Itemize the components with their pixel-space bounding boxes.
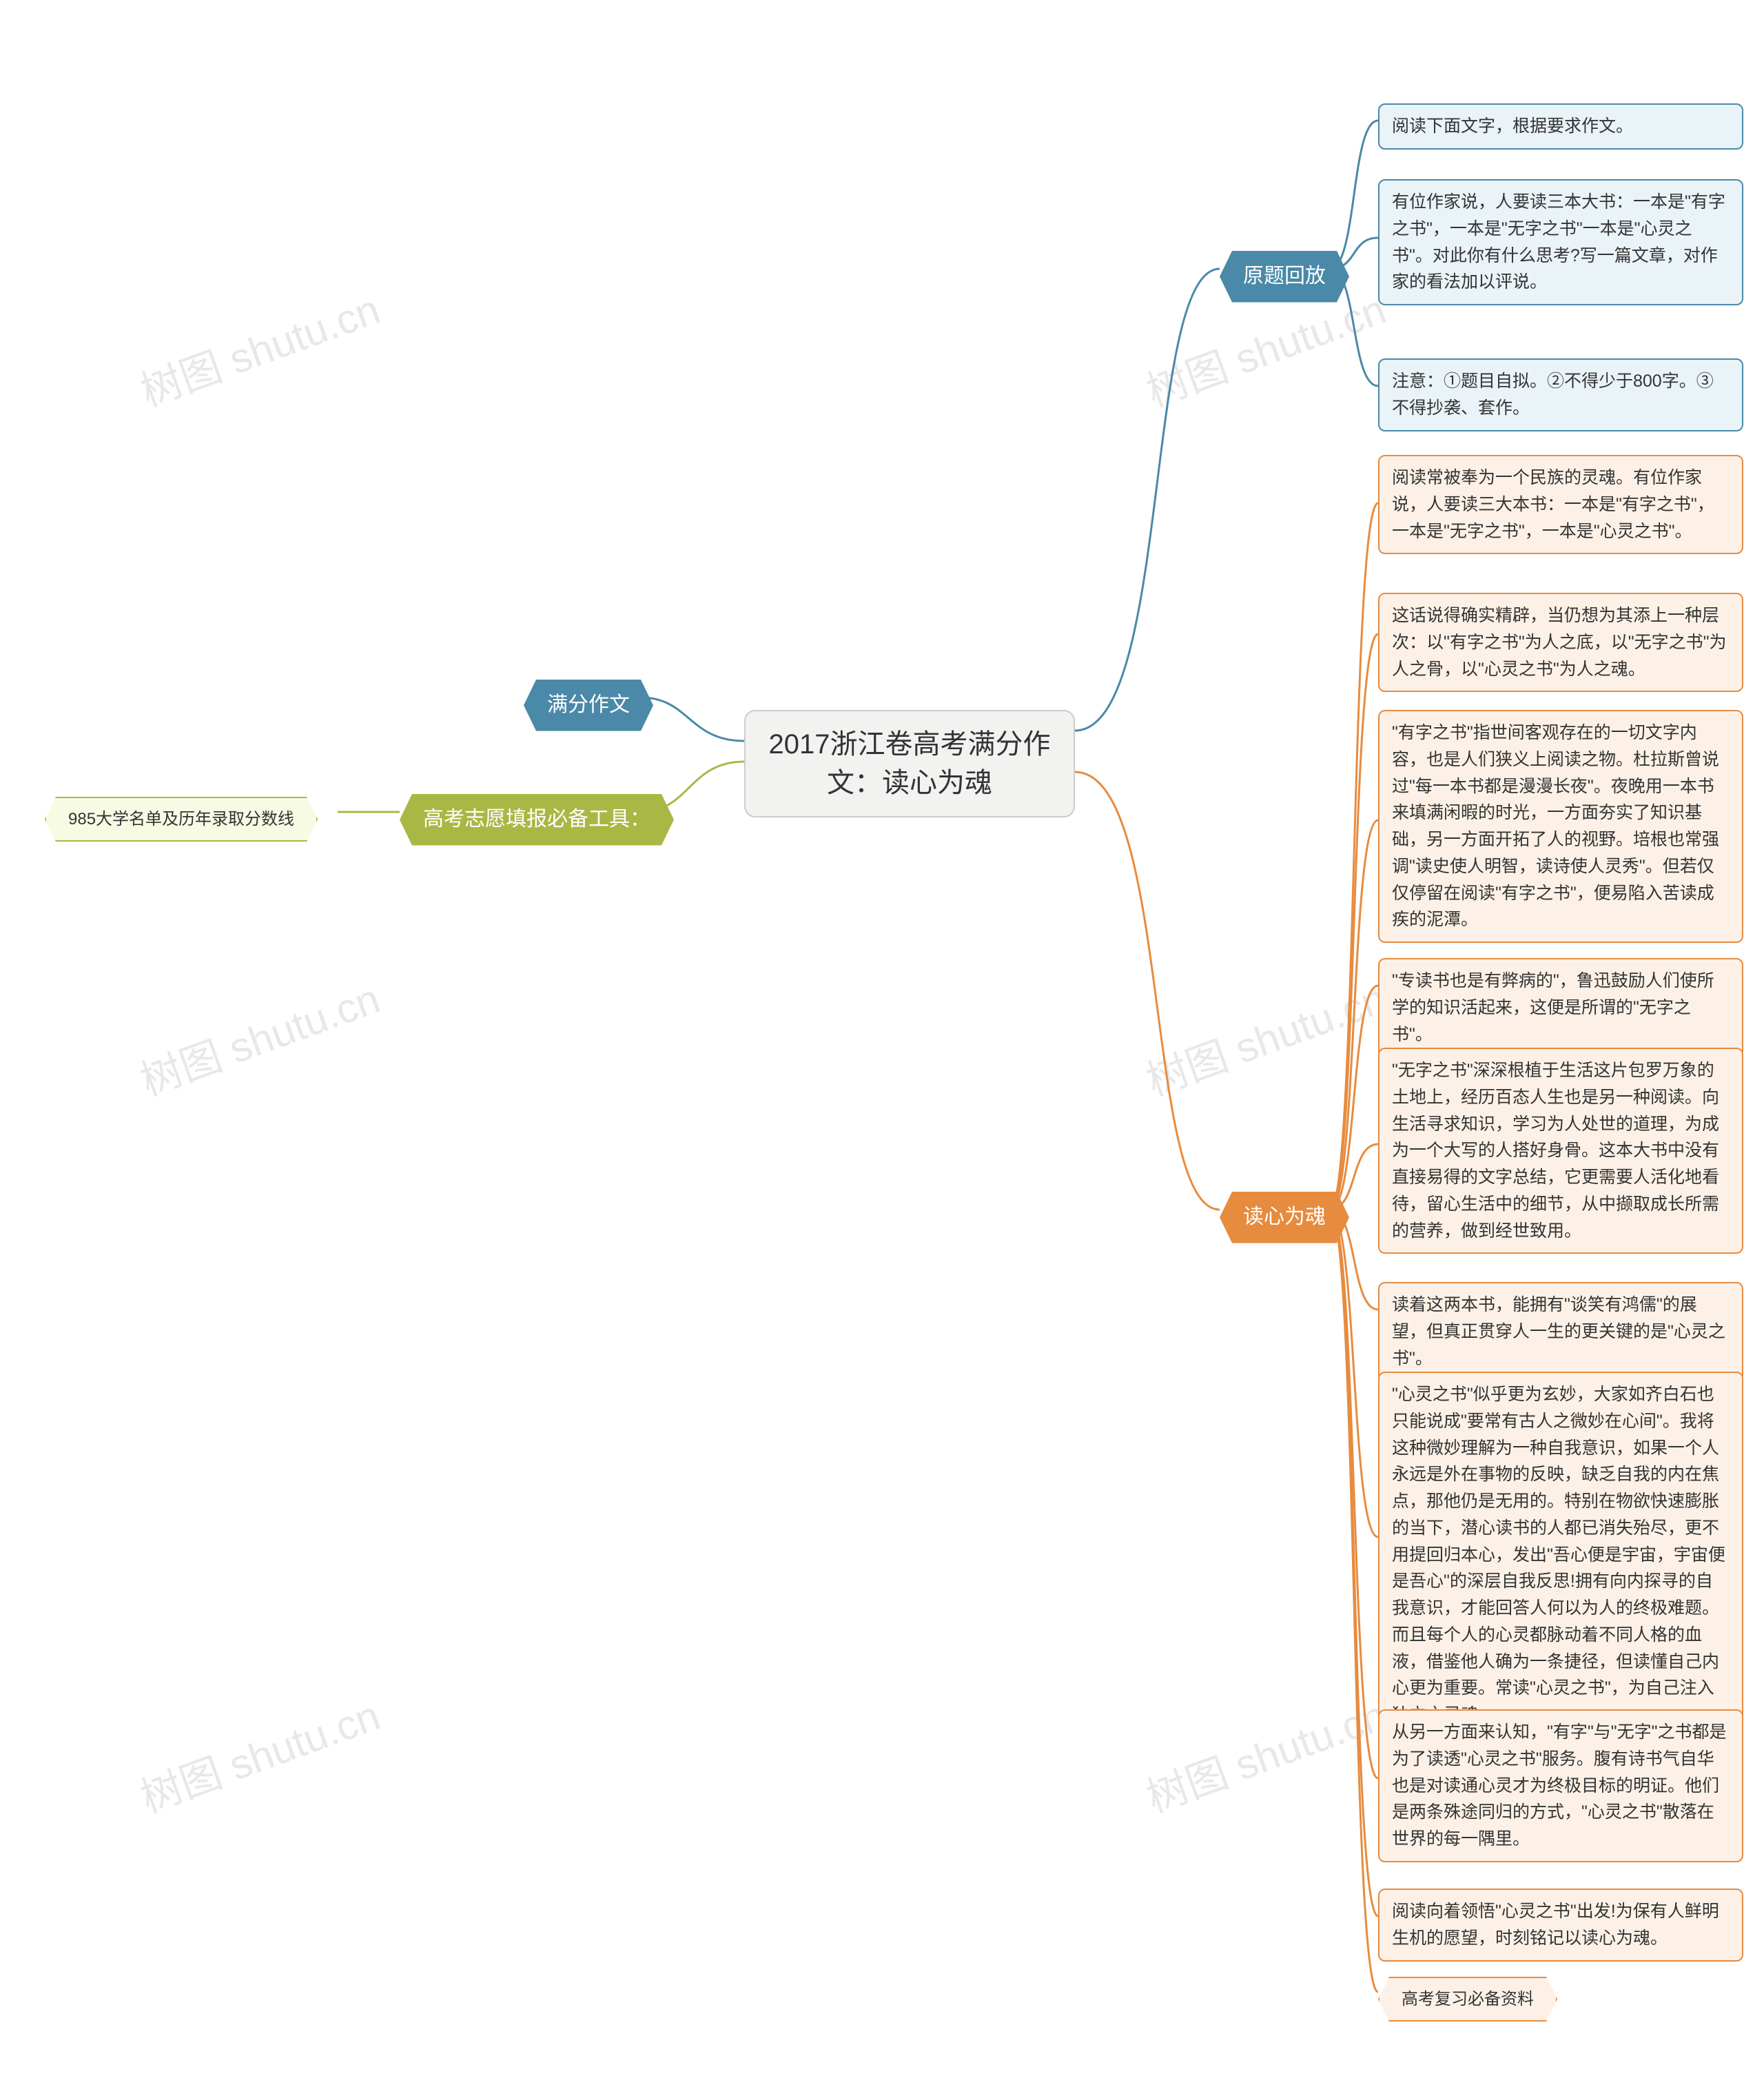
branch-yuanti: 原题回放 [1220,251,1349,303]
leaf-duxin-3: "专读书也是有弊病的"，鲁迅鼓励人们使所学的知识活起来，这便是所谓的"无字之书"… [1378,958,1743,1057]
center-node: 2017浙江卷高考满分作文：读心为魂 [744,710,1075,817]
watermark: 树图 shutu.cn [131,966,387,1108]
leaf-duxin-7: 从另一方面来认知，"有字"与"无字"之书都是为了读透"心灵之书"服务。腹有诗书气… [1378,1709,1743,1862]
watermark: 树图 shutu.cn [131,1682,387,1824]
leaf-duxin-0: 阅读常被奉为一个民族的灵魂。有位作家说，人要读三大本书：一本是"有字之书"，一本… [1378,455,1743,554]
leaf-duxin-5: 读着这两本书，能拥有"谈笑有鸿儒"的展望，但真正贯穿人一生的更关键的是"心灵之书… [1378,1282,1743,1381]
watermark: 树图 shutu.cn [131,276,387,418]
leaf-duxin-6: "心灵之书"似乎更为玄妙，大家如齐白石也只能说成"要常有古人之微妙在心间"。我将… [1378,1372,1743,1738]
watermark: 树图 shutu.cn [1137,1682,1393,1824]
branch-manfen: 满分作文 [524,680,653,731]
leaf-yuanti-2: 注意：①题目自拟。②不得少于800字。③不得抄袭、套作。 [1378,358,1743,431]
leaf-yuanti-1: 有位作家说，人要读三本大书：一本是"有字之书"，一本是"无字之书"一本是"心灵之… [1378,179,1743,305]
watermark: 树图 shutu.cn [1137,966,1393,1108]
leaf-yuanti-0: 阅读下面文字，根据要求作文。 [1378,103,1743,150]
leaf-duxin-9: 高考复习必备资料 [1378,1977,1557,2022]
branch-duxin: 读心为魂 [1220,1192,1349,1243]
leaf-duxin-8: 阅读向着领悟"心灵之书"出发!为保有人鲜明生机的愿望，时刻铭记以读心为魂。 [1378,1889,1743,1962]
branch-gaokao: 高考志愿填报必备工具： [400,794,674,846]
leaf-duxin-1: 这话说得确实精辟，当仍想为其添上一种层次：以"有字之书"为人之底，以"无字之书"… [1378,593,1743,692]
leaf-gaokao-985: 985大学名单及历年录取分数线 [45,797,318,842]
leaf-duxin-2: "有字之书"指世间客观存在的一切文字内容，也是人们狭义上阅读之物。杜拉斯曾说过"… [1378,710,1743,943]
leaf-duxin-4: "无字之书"深深根植于生活这片包罗万象的土地上，经历百态人生也是另一种阅读。向生… [1378,1048,1743,1254]
